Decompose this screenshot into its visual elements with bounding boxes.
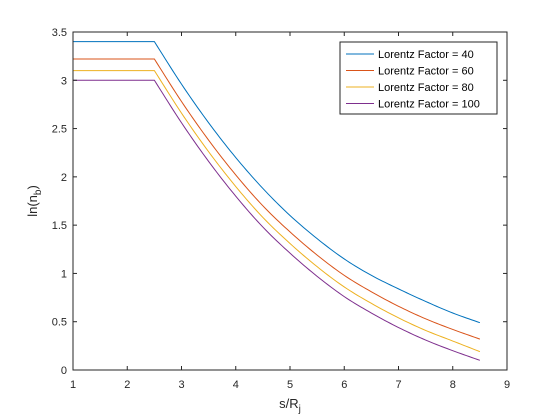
x-tick-label: 5 xyxy=(287,379,293,391)
y-tick-label: 1.5 xyxy=(52,220,67,232)
y-tick-label: 3 xyxy=(61,75,67,87)
x-tick-label: 2 xyxy=(124,379,130,391)
y-tick-label: 0.5 xyxy=(52,317,67,329)
y-tick-label: 2 xyxy=(61,172,67,184)
y-tick-label: 3.5 xyxy=(52,27,67,39)
y-tick-label: 0 xyxy=(61,365,67,377)
legend-label: Lorentz Factor = 40 xyxy=(378,49,474,61)
x-tick-label: 6 xyxy=(341,379,347,391)
y-tick-label: 1 xyxy=(61,268,67,280)
series-line-1 xyxy=(73,41,481,324)
ticks-layer: 1 2 3 4 5 6 7 8 9 0 0.5 1 1.5 2 2.5 3 3.5 xyxy=(52,27,510,391)
legend-label: Lorentz Factor = 60 xyxy=(378,66,474,78)
series-line-2 xyxy=(73,58,481,340)
y-axis-label-close: ) xyxy=(25,185,40,189)
x-tick-label: 7 xyxy=(395,379,401,391)
x-tick-label: 1 xyxy=(70,379,76,391)
x-tick-label: 3 xyxy=(178,379,184,391)
y-axis-label: ln(nb) xyxy=(25,185,44,217)
legend-label: Lorentz Factor = 100 xyxy=(378,99,480,111)
series-line-3 xyxy=(73,70,481,353)
x-tick-label: 4 xyxy=(233,379,239,391)
series-layer xyxy=(73,41,481,361)
x-axis-label-subscript: j xyxy=(298,404,301,415)
legend: Lorentz Factor = 40 Lorentz Factor = 60 Lo… xyxy=(339,41,498,115)
series-line-4 xyxy=(73,79,481,361)
x-tick-label: 8 xyxy=(450,379,456,391)
legend-label: Lorentz Factor = 80 xyxy=(378,82,474,94)
x-axis-label: s/Rj xyxy=(279,396,301,415)
y-tick-label: 2.5 xyxy=(52,124,67,136)
x-axis-label-main: s/R xyxy=(279,396,299,411)
y-axis-label-subscript: b xyxy=(33,189,44,195)
y-axis-label-main: ln(n xyxy=(25,195,40,217)
x-tick-label: 9 xyxy=(504,379,510,391)
